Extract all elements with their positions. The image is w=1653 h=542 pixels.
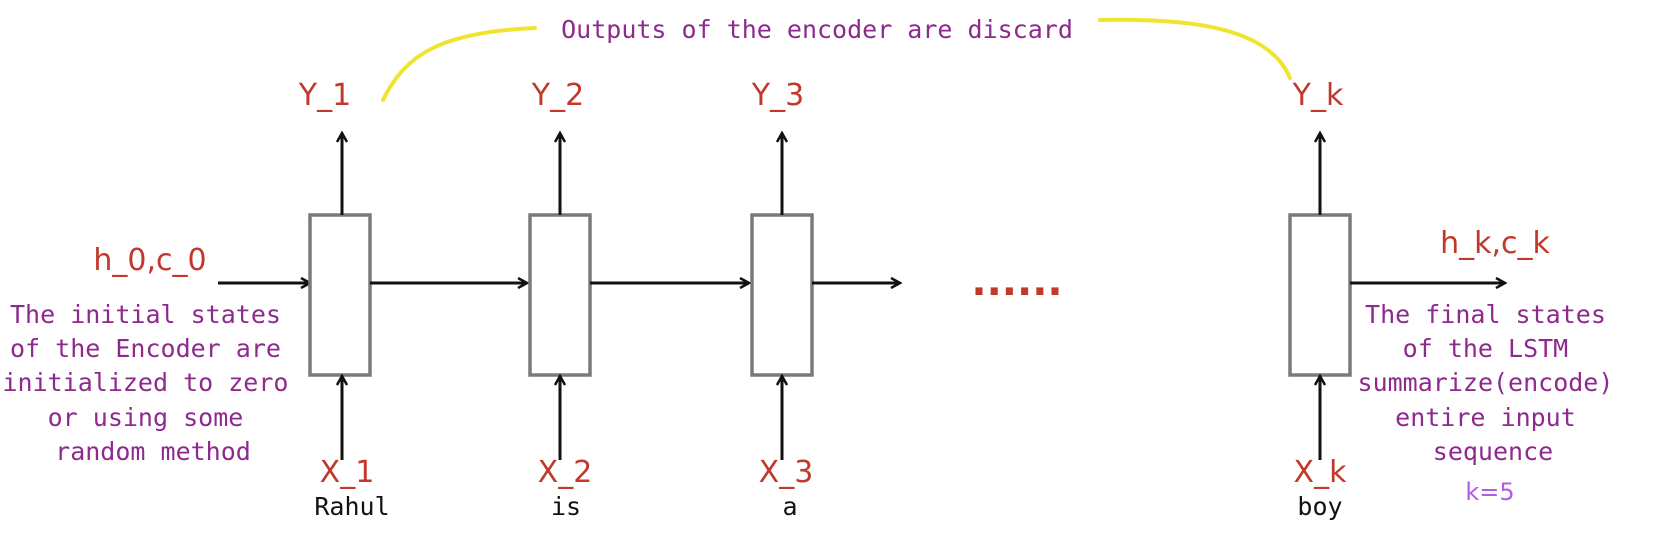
input-label: X_k [1294, 455, 1348, 490]
lstm-cell-box [1288, 213, 1352, 377]
initial-state-label: h_0,c_0 [93, 243, 206, 278]
final-state-note: The final states of the LSTM summarize(e… [1358, 300, 1629, 466]
lstm-cell-1: Y_1 X_1 Rahul [298, 78, 390, 521]
input-label: X_2 [538, 455, 593, 490]
input-word: a [782, 492, 797, 521]
lstm-cell-box [750, 213, 814, 377]
final-state-note-line: sequence [1433, 437, 1553, 466]
lstm-cell-2: Y_2 X_2 is [528, 78, 593, 521]
initial-state-note-line: random method [55, 437, 251, 466]
input-word: is [551, 492, 581, 521]
lstm-cell-k: Y_k X_k boy [1288, 78, 1352, 521]
initial-state-note: The initial states of the Encoder are in… [2, 300, 303, 466]
output-label: Y_1 [298, 78, 351, 113]
output-label: Y_k [1292, 78, 1344, 113]
input-word: Rahul [314, 492, 389, 521]
initial-state-note-line: of the Encoder are [10, 334, 281, 363]
discard-bracket-left-curve [381, 26, 537, 102]
lstm-cell-3: Y_3 X_3 a [750, 78, 814, 521]
input-label: X_3 [759, 455, 814, 490]
discard-bracket-right-curve [1098, 17, 1292, 80]
final-state-note-line: summarize(encode) [1358, 368, 1614, 397]
lstm-cell-box [308, 213, 372, 377]
output-label: Y_2 [531, 78, 584, 113]
k-value: k=5 [1465, 478, 1514, 506]
ellipsis: ...... [971, 259, 1062, 305]
initial-state-note-line: The initial states [10, 300, 281, 329]
discard-note: Outputs of the encoder are discard [561, 15, 1073, 44]
initial-state-note-line: or using some [48, 403, 244, 432]
final-state-note-line: of the LSTM [1403, 334, 1569, 363]
final-state-note-line: entire input [1395, 403, 1576, 432]
lstm-cell-box [528, 213, 592, 377]
input-label: X_1 [320, 455, 375, 490]
final-state-note-line: The final states [1365, 300, 1606, 329]
input-word: boy [1297, 492, 1342, 521]
final-state-label: h_k,c_k [1440, 226, 1550, 261]
output-label: Y_3 [751, 78, 804, 113]
initial-state-note-line: initialized to zero [2, 368, 288, 397]
